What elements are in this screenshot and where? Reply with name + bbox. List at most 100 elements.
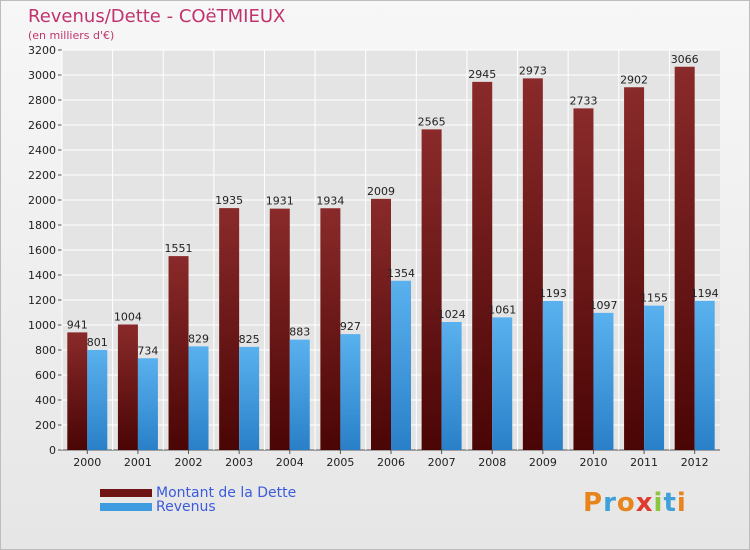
bar-revenus xyxy=(188,346,209,450)
data-label-revenus: 825 xyxy=(239,333,260,346)
bar-revenus xyxy=(441,322,462,450)
logo-letter: P xyxy=(583,488,604,518)
x-tick-label: 2000 xyxy=(73,456,101,469)
data-label-revenus: 1061 xyxy=(488,303,516,316)
x-tick-label: 2003 xyxy=(225,456,253,469)
data-label-dette: 2733 xyxy=(569,94,597,107)
logo-letter: i xyxy=(653,488,664,518)
chart-title: Revenus/Dette - COëTMIEUX xyxy=(28,6,286,27)
data-label-dette: 2009 xyxy=(367,185,395,198)
x-tick-label: 2001 xyxy=(124,456,152,469)
data-label-revenus: 801 xyxy=(87,336,108,349)
data-label-revenus: 927 xyxy=(340,320,361,333)
bar-dette xyxy=(117,324,138,450)
x-tick-label: 2011 xyxy=(630,456,658,469)
y-tick-label: 2400 xyxy=(28,144,56,157)
bar-revenus xyxy=(492,317,513,450)
y-tick-label: 1400 xyxy=(28,269,56,282)
x-tick-label: 2009 xyxy=(529,456,557,469)
y-tick-label: 2800 xyxy=(28,94,56,107)
data-label-dette: 2945 xyxy=(468,68,496,81)
data-label-dette: 1931 xyxy=(266,195,294,208)
chart-subtitle: (en milliers d'€) xyxy=(28,29,115,42)
data-label-revenus: 883 xyxy=(289,326,310,339)
x-tick-label: 2007 xyxy=(428,456,456,469)
y-tick-label: 3000 xyxy=(28,69,56,82)
bar-revenus xyxy=(694,300,715,450)
data-label-revenus: 734 xyxy=(137,344,158,357)
bar-revenus xyxy=(87,349,108,450)
bar-dette xyxy=(573,108,594,450)
legend-swatch-revenus xyxy=(100,503,152,511)
logo-letter: t xyxy=(663,488,677,518)
bar-dette xyxy=(522,78,543,450)
data-label-revenus: 1354 xyxy=(387,267,415,280)
legend-item-revenus: Revenus xyxy=(100,499,296,515)
bar-dette xyxy=(472,81,493,450)
data-label-dette: 941 xyxy=(67,318,88,331)
data-label-revenus: 1097 xyxy=(589,299,617,312)
proxiti-logo: Proxiti xyxy=(583,488,687,518)
data-label-revenus: 1155 xyxy=(640,292,668,305)
y-tick-label: 2000 xyxy=(28,194,56,207)
bar-revenus xyxy=(593,312,614,450)
y-tick-label: 2600 xyxy=(28,119,56,132)
labels: 0 200 400 600 800 1000 1200 1400 1600 1800 2000 220… xyxy=(28,44,719,469)
bar-dette xyxy=(624,87,645,450)
y-tick-label: 1600 xyxy=(28,244,56,257)
legend-item-dette: Montant de la Dette xyxy=(100,485,297,501)
bar-dette xyxy=(67,332,88,450)
y-tick-label: 200 xyxy=(35,419,56,432)
data-label-dette: 2565 xyxy=(418,115,446,128)
bar-dette xyxy=(219,208,240,450)
logo-letter: i xyxy=(676,488,687,518)
bar-dette xyxy=(269,208,290,450)
bar-revenus xyxy=(137,358,158,450)
y-tick-label: 1200 xyxy=(28,294,56,307)
bar-dette xyxy=(168,256,189,450)
legend-label-dette: Montant de la Dette xyxy=(156,485,297,501)
legend-label-revenus: Revenus xyxy=(156,499,216,515)
data-label-dette: 2902 xyxy=(620,73,648,86)
bar-revenus xyxy=(644,305,665,450)
x-tick-label: 2002 xyxy=(175,456,203,469)
bar-revenus xyxy=(340,334,361,450)
data-label-dette: 3066 xyxy=(671,53,699,66)
data-label-revenus: 1194 xyxy=(691,287,719,300)
legend-swatch-dette xyxy=(100,489,152,497)
y-tick-label: 3200 xyxy=(28,44,56,57)
x-tick-label: 2006 xyxy=(377,456,405,469)
logo-letter: r xyxy=(603,488,617,518)
data-label-revenus: 1024 xyxy=(438,308,466,321)
bar-revenus xyxy=(542,300,563,450)
bar-dette xyxy=(674,66,695,450)
legend: Montant de la Dette Revenus xyxy=(100,485,297,515)
data-label-revenus: 1193 xyxy=(539,287,567,300)
bar-dette xyxy=(421,129,442,450)
logo-letter: o xyxy=(616,488,636,518)
bar-dette xyxy=(371,198,391,450)
logo-letter: x xyxy=(635,488,654,518)
x-tick-label: 2010 xyxy=(579,456,607,469)
data-label-dette: 1935 xyxy=(215,194,243,207)
bar-revenus xyxy=(289,339,310,450)
y-tick-label: 400 xyxy=(35,394,56,407)
bar-dette xyxy=(320,208,341,450)
data-label-revenus: 829 xyxy=(188,332,209,345)
x-tick-label: 2005 xyxy=(326,456,354,469)
data-label-dette: 1551 xyxy=(165,242,193,255)
y-tick-label: 600 xyxy=(35,369,56,382)
bar-revenus xyxy=(391,280,411,450)
x-tick-label: 2008 xyxy=(478,456,506,469)
x-tick-label: 2004 xyxy=(276,456,304,469)
y-tick-label: 1800 xyxy=(28,219,56,232)
data-label-dette: 1934 xyxy=(316,194,344,207)
bar-revenus xyxy=(239,346,260,450)
y-tick-label: 2200 xyxy=(28,169,56,182)
y-tick-label: 800 xyxy=(35,344,56,357)
x-tick-label: 2012 xyxy=(681,456,709,469)
bars xyxy=(67,66,715,450)
y-tick-label: 1000 xyxy=(28,319,56,332)
data-label-dette: 2973 xyxy=(519,64,547,77)
data-label-dette: 1004 xyxy=(114,311,142,324)
